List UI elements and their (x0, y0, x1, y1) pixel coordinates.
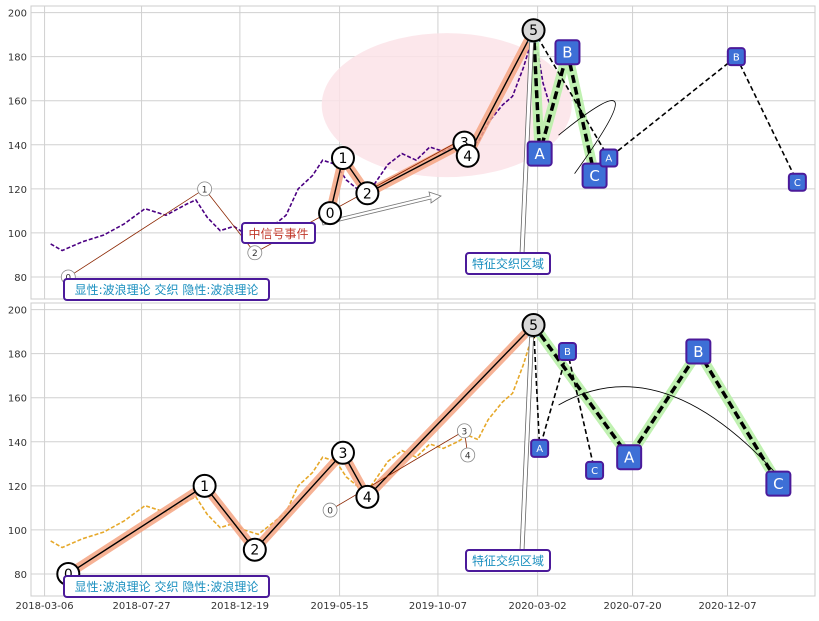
projection-box (530, 438, 550, 458)
wave-label-large-circle (330, 146, 355, 171)
wave-label-small: 3 (462, 427, 468, 437)
wave-label-small-circle (460, 447, 476, 463)
legend-box (63, 278, 270, 301)
y-tick-label: 120 (8, 482, 27, 493)
y-tick-label: 140 (8, 141, 27, 152)
projection-box (726, 47, 746, 67)
x-tick-label: 2020-12-07 (698, 601, 756, 612)
wave-label-small: 0 (327, 507, 333, 517)
wave-label-large: 1 (339, 151, 348, 167)
projection-line-minor (532, 29, 799, 183)
y-tick-label: 160 (8, 97, 27, 108)
event-label-box (241, 222, 316, 244)
wave-label-large-circle (242, 537, 267, 562)
wave-label-small: 1 (202, 185, 208, 195)
projection-box (585, 460, 605, 480)
wave-label-large: 1 (200, 479, 209, 495)
projection-label: B (564, 347, 571, 358)
projection-box (787, 172, 807, 192)
projection-box (765, 470, 792, 497)
wave-label-large-circle (355, 484, 380, 509)
wave-label-large: 4 (463, 149, 472, 165)
x-tick-label: 2018-03-06 (16, 601, 74, 612)
wave-label-large: 3 (460, 136, 469, 152)
wave-label-large-circle (330, 440, 355, 465)
projection-box (557, 341, 577, 361)
event-arrow (321, 191, 442, 226)
projection-line-major (532, 324, 780, 485)
wave-label-small-circle (197, 181, 213, 197)
projection-label: A (535, 145, 546, 163)
projection-box (616, 444, 643, 471)
x-tick-label: 2019-10-07 (409, 601, 467, 612)
wave-label-small-circle (456, 423, 472, 439)
legend-box (63, 575, 270, 598)
wave-line (67, 324, 535, 575)
projection-label: A (536, 444, 543, 455)
x-tick-label: 2019-05-15 (311, 601, 369, 612)
projection-label: B (562, 44, 572, 62)
wave-label-small: 4 (465, 452, 471, 462)
zone-label-box (465, 549, 551, 572)
x-tick-label: 2020-07-20 (604, 601, 662, 612)
y-tick-label: 160 (8, 394, 27, 405)
wave-label-small: 2 (252, 249, 258, 259)
projection-label: C (591, 466, 598, 477)
projection-label: C (794, 178, 801, 189)
wave-label-large-circle (355, 181, 380, 206)
x-tick-label: 2018-07-27 (112, 601, 170, 612)
legend-text: 显性:波浪理论 交织 隐性:波浪理论 (75, 282, 259, 297)
wave-label-large-circle (318, 201, 343, 226)
wave-label-large: 4 (363, 490, 372, 506)
y-tick-label: 180 (8, 53, 27, 64)
projection-arc (558, 386, 784, 482)
y-tick-label: 180 (8, 350, 27, 361)
event-label: 中信号事件 (248, 226, 308, 241)
wave-label-large-circle (192, 473, 217, 498)
y-tick-label: 100 (8, 229, 27, 240)
y-tick-label: 140 (8, 438, 27, 449)
projection-box (599, 148, 619, 168)
projection-label: A (624, 449, 635, 467)
wave-label-large: 0 (326, 206, 335, 222)
zone-label-box (465, 252, 551, 275)
wave-label-small-circle (247, 245, 263, 261)
y-tick-label: 200 (8, 9, 27, 20)
projection-box (554, 39, 581, 66)
projection-box (685, 338, 712, 365)
wave-label-large-circle (455, 143, 480, 168)
projection-box (581, 162, 608, 189)
y-tick-label: 200 (8, 306, 27, 317)
x-tick-label: 2018-12-19 (211, 601, 269, 612)
wave-label-large: 2 (250, 543, 259, 559)
projection-label: C (589, 167, 599, 185)
legend-text: 显性:波浪理论 交织 隐性:波浪理论 (75, 579, 259, 594)
wave-label-small-circle (322, 502, 338, 518)
y-tick-label: 120 (8, 185, 27, 196)
panel-top: 8010012014016018020001234012345ABCABC中信号… (8, 5, 816, 301)
zone-label: 特征交织区域 (472, 553, 544, 568)
wave-label-large: 5 (529, 23, 538, 39)
wave-label-large-circle (521, 313, 546, 338)
wave-label-large: 0 (64, 567, 73, 583)
projection-label: B (733, 52, 740, 63)
wave-label-large: 3 (339, 446, 348, 462)
y-tick-label: 100 (8, 526, 27, 537)
projection-label: A (605, 154, 612, 165)
x-tick-label: 2020-03-02 (509, 601, 567, 612)
projection-arc (558, 100, 616, 174)
projection-label: B (693, 343, 703, 361)
zone-label: 特征交织区域 (472, 256, 544, 271)
projection-line-major (531, 30, 597, 177)
y-tick-label: 80 (14, 273, 27, 284)
wave-label-large: 2 (363, 186, 372, 202)
wave-label-large-circle (521, 18, 546, 43)
wave-label-large: 5 (529, 318, 538, 334)
projection-label: C (773, 475, 783, 493)
y-tick-label: 80 (14, 570, 27, 581)
projection-box (526, 140, 553, 167)
